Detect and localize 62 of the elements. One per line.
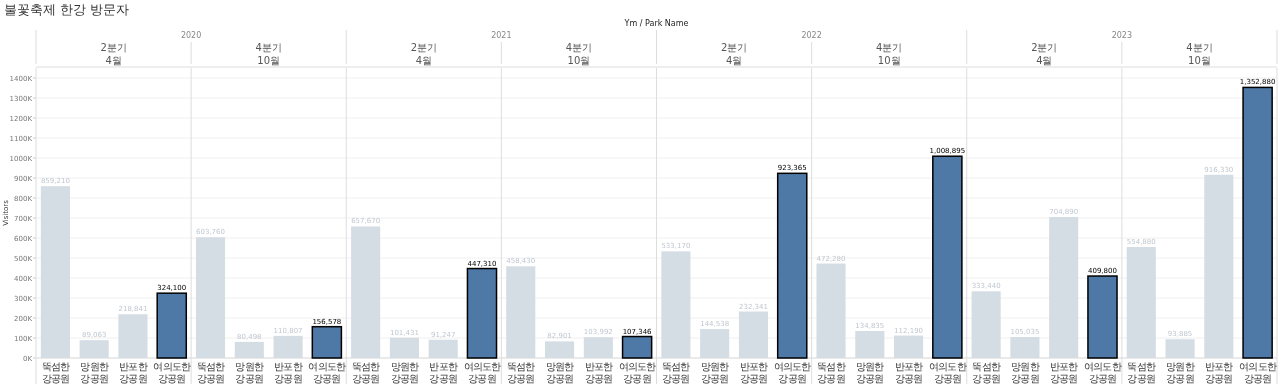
text: 2023 bbox=[1111, 31, 1133, 40]
text: 4분기 bbox=[1186, 42, 1213, 53]
text: 4분기 bbox=[876, 42, 903, 53]
chart-title: 불꽃축제 한강 방문자 bbox=[4, 2, 130, 17]
x-tick-label: 여의도한강공원 bbox=[928, 361, 967, 384]
bar bbox=[776, 172, 808, 359]
text: 10월 bbox=[877, 55, 901, 66]
x-tick-label: 여의도한강공원 bbox=[463, 361, 502, 384]
text: 10월 bbox=[567, 55, 591, 66]
text: 2022 bbox=[801, 31, 822, 40]
x-tick-label: 여의도한강공원 bbox=[618, 361, 657, 384]
x-tick-label: 반포한강공원 bbox=[119, 361, 148, 384]
bar bbox=[466, 267, 498, 359]
text: 2021 bbox=[491, 31, 512, 40]
text: 2분기 bbox=[410, 42, 437, 53]
x-tick-label: 반포한강공원 bbox=[584, 361, 613, 384]
x-tick-label: 뚝섬한강공원 bbox=[662, 361, 691, 384]
x-tick-label: 망원한강공원 bbox=[235, 361, 264, 384]
text: 4분기 bbox=[565, 42, 593, 53]
x-tick-label: 망원한강공원 bbox=[700, 361, 730, 384]
text: 4분기 bbox=[255, 42, 282, 53]
bar bbox=[1242, 86, 1273, 359]
x-tick-label: 여의도한강공원 bbox=[1084, 361, 1122, 384]
text: Ym / Park Name bbox=[623, 19, 689, 28]
text: 4월 bbox=[105, 55, 122, 66]
x-tick-label: 반포한강공원 bbox=[429, 361, 458, 384]
x-tick-label: 반포한강공원 bbox=[1205, 361, 1234, 384]
text: 4월 bbox=[1036, 55, 1053, 66]
x-tick-label: 여의도한강공원 bbox=[1239, 361, 1277, 384]
x-tick-label: 뚝섬한강공원 bbox=[351, 361, 381, 384]
bar bbox=[311, 325, 343, 359]
text: 4월 bbox=[415, 55, 432, 66]
text: 2020 bbox=[180, 31, 202, 40]
bar bbox=[156, 292, 188, 359]
text: 4월 bbox=[725, 55, 743, 66]
x-tick-label: 망원한강공원 bbox=[545, 361, 575, 384]
bar bbox=[1087, 275, 1118, 359]
x-tick-label: 망원한강공원 bbox=[1166, 361, 1195, 384]
x-tick-label: 반포한강공원 bbox=[274, 361, 303, 384]
x-tick-label: 뚝섬한강공원 bbox=[506, 361, 536, 384]
x-tick-label: 망원한강공원 bbox=[390, 361, 420, 384]
text: 2분기 bbox=[100, 42, 127, 53]
x-tick-label: 뚝섬한강공원 bbox=[972, 361, 1001, 384]
text: 10월 bbox=[1188, 55, 1211, 66]
text: 2분기 bbox=[720, 42, 748, 53]
x-tick-label: 뚝섬한강공원 bbox=[1127, 361, 1156, 384]
text: 2분기 bbox=[1031, 42, 1058, 53]
bar bbox=[621, 335, 653, 359]
x-tick-label: 망원한강공원 bbox=[855, 361, 885, 384]
x-tick-label: 뚝섬한강공원 bbox=[817, 361, 846, 384]
x-tick-label: 여의도한강공원 bbox=[308, 361, 347, 384]
x-tick-label: 뚝섬한강공원 bbox=[41, 361, 70, 384]
x-tick-label: 여의도한강공원 bbox=[153, 361, 191, 384]
x-tick-label: 망원한강공원 bbox=[1011, 361, 1040, 384]
x-tick-label: 반포한강공원 bbox=[894, 361, 924, 384]
x-tick-label: 여의도한강공원 bbox=[773, 361, 812, 384]
x-tick-label: 뚝섬한강공원 bbox=[196, 361, 226, 384]
x-tick-label: 망원한강공원 bbox=[80, 361, 109, 384]
bar bbox=[932, 155, 963, 359]
x-tick-label: 반포한강공원 bbox=[1049, 361, 1079, 384]
text: 10월 bbox=[257, 55, 281, 66]
x-tick-label: 반포한강공원 bbox=[739, 361, 769, 384]
